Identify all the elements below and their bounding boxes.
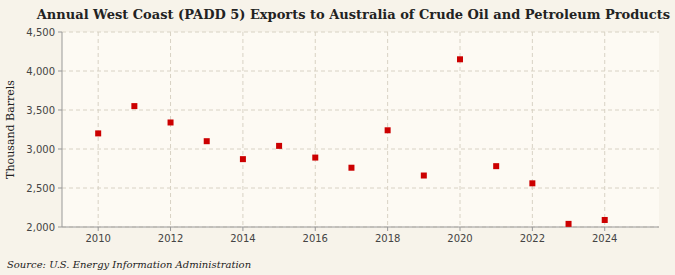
point [131, 103, 137, 109]
grid-line [98, 32, 99, 227]
point [168, 119, 174, 125]
tick-label: 2014 [230, 233, 255, 244]
y-axis-label: Thousand Barrels [4, 80, 17, 179]
tick-label: 3,500 [26, 105, 55, 116]
point [566, 221, 572, 227]
point [95, 130, 101, 136]
tick-label: 2024 [592, 233, 617, 244]
tick-label: 3,000 [26, 144, 55, 155]
point [348, 165, 354, 171]
source: Source: U.S. Energy Information Administ… [7, 259, 251, 270]
grid-line [62, 32, 659, 33]
tick [58, 149, 62, 150]
tick [242, 227, 243, 231]
tick-label: 4,000 [26, 66, 55, 77]
plot-area [62, 32, 659, 227]
tick [387, 227, 388, 231]
tick [58, 71, 62, 72]
tick [58, 227, 62, 228]
tick [58, 110, 62, 111]
tick [170, 227, 171, 231]
tick [58, 32, 62, 33]
grid-line [170, 32, 171, 227]
grid-line [315, 32, 316, 227]
point [312, 155, 318, 161]
grid [62, 32, 659, 227]
grid-line [62, 71, 659, 72]
background [0, 0, 675, 275]
tick [604, 227, 605, 231]
axes: 2,000 2,500 3,000 3,500 4,000 4,500 2010 2012 20… [26, 27, 659, 245]
tick-label: 2,000 [26, 222, 55, 233]
point [240, 156, 246, 162]
tick-label: 2016 [303, 233, 328, 244]
point [385, 127, 391, 133]
grid-line [242, 32, 243, 227]
y-axis-line [62, 32, 63, 227]
tick-label: 2020 [447, 233, 472, 244]
tick-label: 2012 [158, 233, 183, 244]
chart: 2,000 2,500 3,000 3,500 4,000 4,500 2010 2012 20… [0, 0, 675, 275]
tick [532, 227, 533, 231]
point [421, 173, 427, 179]
point [457, 56, 463, 62]
tick [315, 227, 316, 231]
tick-label: 2022 [520, 233, 545, 244]
title: Annual West Coast (PADD 5) Exports to Au… [36, 7, 670, 22]
grid-line [62, 188, 659, 189]
point [529, 180, 535, 186]
point [204, 138, 210, 144]
tick [98, 227, 99, 231]
point [602, 217, 608, 223]
grid-line [62, 149, 659, 150]
tick-label: 4,500 [26, 27, 55, 38]
point [276, 143, 282, 149]
points [95, 56, 608, 227]
grid-line [604, 32, 605, 227]
grid-line [532, 32, 533, 227]
tick-label: 2,500 [26, 183, 55, 194]
tick-label: 2010 [85, 233, 110, 244]
tick [460, 227, 461, 231]
point [493, 163, 499, 169]
tick-label: 2018 [375, 233, 400, 244]
tick [58, 188, 62, 189]
grid-line [62, 110, 659, 111]
